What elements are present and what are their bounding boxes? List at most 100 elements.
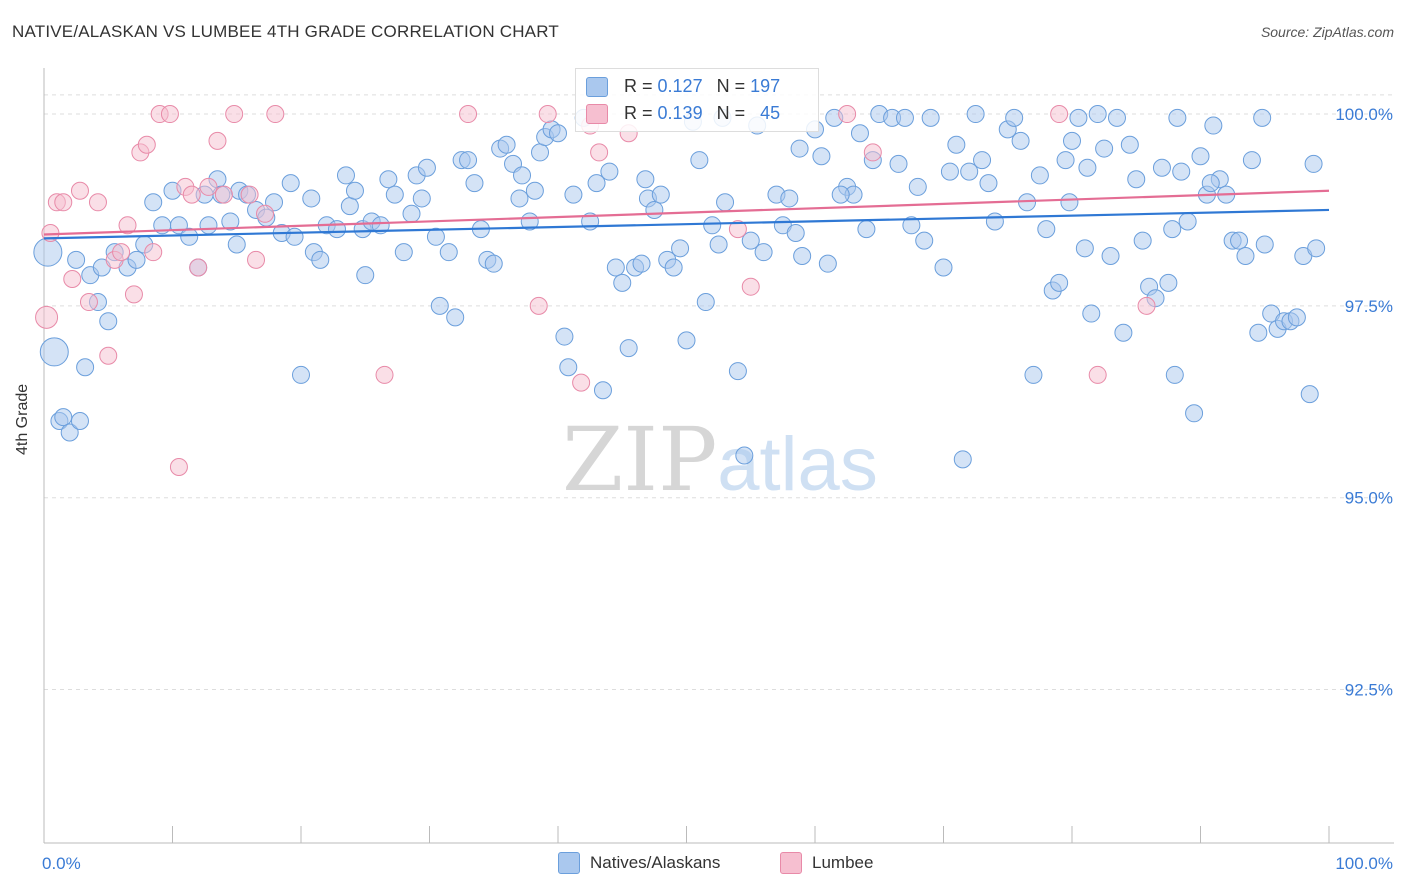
natives-point — [966, 105, 985, 124]
natives-point — [1127, 170, 1146, 189]
natives-point — [587, 174, 606, 193]
watermark: ZIPatlas — [562, 408, 878, 511]
lumbee-point — [247, 250, 266, 269]
stats-n-value: 45 — [760, 103, 781, 123]
natives-point — [39, 337, 69, 367]
natives-point — [908, 177, 927, 196]
natives-point — [459, 151, 478, 170]
lumbee-point — [240, 185, 259, 204]
stats-row-natives: R = 0.127 N = 197 — [586, 76, 780, 97]
natives-point — [1024, 365, 1043, 384]
natives-point — [1078, 158, 1097, 177]
natives-point — [555, 327, 574, 346]
x-tick-label-max: 100.0% — [1335, 854, 1393, 873]
trend-line-natives — [43, 208, 1330, 240]
natives-point — [54, 408, 73, 427]
lumbee-point — [225, 105, 244, 124]
natives-point — [484, 254, 503, 273]
legend-item-natives[interactable]: Natives/Alaskans — [558, 852, 720, 874]
natives-point — [180, 227, 199, 246]
natives-point — [199, 216, 218, 235]
stats-row-lumbee: R = 0.139 N = 45 — [586, 103, 780, 124]
lumbee-point — [1088, 365, 1107, 384]
axes — [43, 68, 1394, 844]
lumbee-point — [208, 131, 227, 150]
lumbee-point — [182, 185, 201, 204]
natives-point — [379, 170, 398, 189]
natives-point — [600, 162, 619, 181]
lumbee-point — [375, 365, 394, 384]
natives-point — [531, 143, 550, 162]
natives-point — [1236, 246, 1255, 265]
natives-point — [857, 220, 876, 239]
natives-point — [664, 258, 683, 277]
stats-n-label: N = — [716, 103, 746, 123]
natives-point — [394, 243, 413, 262]
natives-point — [1063, 131, 1081, 150]
natives-point — [127, 250, 146, 269]
natives-point — [895, 108, 914, 127]
natives-point — [60, 423, 79, 442]
natives-point — [960, 162, 979, 181]
trend-line-lumbee — [43, 189, 1330, 236]
y-tick-label: 92.5% — [1345, 681, 1393, 700]
lumbee-point — [1050, 105, 1069, 124]
natives-point — [632, 254, 651, 273]
lumbee-point — [863, 143, 882, 162]
natives-point — [619, 339, 638, 358]
stats-n-label: N = — [716, 76, 746, 96]
natives-point — [426, 227, 445, 246]
natives-point — [651, 185, 670, 204]
natives-point — [1056, 151, 1075, 170]
natives-point — [559, 358, 578, 377]
natives-point — [1304, 154, 1323, 173]
natives-point — [1249, 323, 1268, 342]
legend-label-lumbee: Lumbee — [812, 853, 874, 872]
natives-point — [818, 254, 837, 273]
lumbee-point — [70, 181, 89, 200]
natives-point — [1101, 246, 1120, 265]
natives-point — [645, 200, 664, 219]
natives-point — [1095, 139, 1114, 158]
natives-point — [1300, 385, 1319, 404]
lumbee-point — [79, 293, 98, 312]
lumbee-point — [137, 135, 156, 154]
stats-swatch-natives — [586, 76, 608, 97]
chart-title: NATIVE/ALASKAN VS LUMBEE 4TH GRADE CORRE… — [12, 22, 559, 41]
natives-point — [741, 231, 760, 250]
stats-r-value: 0.139 — [657, 103, 703, 123]
natives-point — [281, 174, 300, 193]
lumbee-point — [728, 220, 747, 239]
y-tick-label: 100.0% — [1335, 105, 1393, 124]
natives-point — [1107, 108, 1126, 127]
legend-swatch-natives — [558, 852, 580, 874]
stats-legend: R = 0.127 N = 197 R = 0.139 N = 45 — [575, 68, 819, 132]
lumbee-point — [572, 373, 591, 392]
natives-point — [430, 296, 449, 315]
natives-point — [1037, 220, 1056, 239]
natives-point — [1163, 220, 1182, 239]
natives-point — [793, 246, 812, 265]
legend-item-lumbee[interactable]: Lumbee — [780, 852, 873, 874]
natives-point — [371, 216, 390, 235]
lumbee-point — [118, 216, 137, 235]
lumbee-point — [35, 305, 59, 329]
natives-point — [1011, 131, 1030, 150]
gridlines — [44, 94, 1394, 691]
natives-point — [497, 135, 516, 154]
lumbee-point — [266, 105, 285, 124]
natives-point — [1050, 273, 1069, 292]
natives-point — [311, 250, 330, 269]
natives-point — [1165, 365, 1184, 384]
natives-point — [735, 446, 754, 465]
natives-point — [402, 204, 421, 223]
natives-point — [1030, 166, 1049, 185]
natives-point — [549, 124, 567, 143]
natives-point — [947, 135, 966, 154]
natives-point — [439, 243, 458, 262]
legend-swatch-lumbee — [780, 852, 802, 874]
lumbee-point — [538, 105, 557, 124]
bottom-legend: Natives/Alaskans Lumbee — [0, 852, 1406, 878]
natives-point — [1172, 162, 1191, 181]
